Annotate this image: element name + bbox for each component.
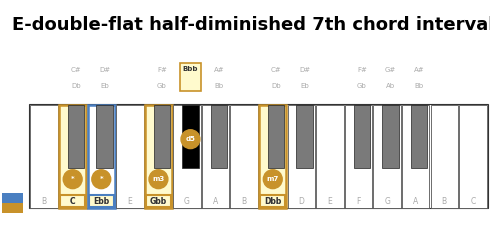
Bar [411, 105, 427, 168]
Bar [288, 105, 315, 208]
Text: A#: A# [414, 68, 424, 73]
Text: C#: C# [271, 68, 282, 73]
Circle shape [63, 170, 82, 189]
Bar [30, 105, 58, 208]
Text: Gb: Gb [357, 83, 367, 89]
Text: B: B [42, 197, 47, 206]
Text: B: B [441, 197, 447, 206]
Text: F: F [356, 197, 361, 206]
Text: Bbb: Bbb [183, 66, 198, 72]
Text: E: E [127, 197, 132, 206]
Text: Ab: Ab [386, 83, 395, 89]
Bar [354, 105, 370, 168]
Text: Ebb: Ebb [94, 197, 108, 206]
Circle shape [149, 170, 168, 189]
Text: Bb: Bb [215, 83, 223, 89]
Text: Ebb: Ebb [93, 197, 109, 206]
Bar [146, 195, 171, 207]
Text: D: D [298, 197, 304, 206]
Text: A#: A# [214, 68, 224, 73]
Text: G: G [184, 197, 190, 206]
Text: Db: Db [72, 83, 81, 89]
Text: A: A [213, 197, 218, 206]
Text: Eb: Eb [300, 83, 309, 89]
Circle shape [263, 170, 282, 189]
Text: G: G [384, 197, 390, 206]
Text: D#: D# [299, 68, 310, 73]
Text: m7: m7 [267, 176, 279, 182]
Bar [345, 105, 372, 208]
Bar [173, 105, 201, 208]
Text: basicmusictheory.com: basicmusictheory.com [10, 75, 15, 141]
Text: Gbb: Gbb [150, 197, 167, 206]
Bar [230, 105, 258, 208]
Text: C: C [70, 197, 75, 206]
Text: m3: m3 [152, 176, 165, 182]
Bar [59, 105, 86, 208]
Text: E-double-flat half-diminished 7th chord intervals: E-double-flat half-diminished 7th chord … [12, 16, 490, 34]
Text: F#: F# [157, 68, 167, 73]
Text: Bb: Bb [415, 83, 424, 89]
Bar [202, 105, 229, 208]
Bar [59, 203, 86, 208]
Text: d5: d5 [186, 136, 196, 142]
FancyBboxPatch shape [179, 63, 201, 91]
Bar [296, 105, 313, 168]
Bar [382, 105, 399, 168]
Bar [88, 105, 115, 208]
Bar [211, 105, 227, 168]
Circle shape [181, 130, 200, 149]
Text: Eb: Eb [100, 83, 109, 89]
Text: D#: D# [99, 68, 110, 73]
Text: Dbb: Dbb [264, 197, 281, 206]
Bar [60, 195, 85, 207]
Text: Gbb: Gbb [150, 197, 166, 206]
Text: A: A [413, 197, 418, 206]
Text: C: C [70, 197, 75, 206]
Bar [29, 104, 488, 208]
Bar [68, 105, 84, 168]
Bar [373, 105, 401, 208]
Text: *: * [71, 176, 74, 182]
Text: F#: F# [357, 68, 367, 73]
Text: E: E [327, 197, 332, 206]
Bar [402, 105, 429, 208]
Text: C#: C# [71, 68, 81, 73]
Bar [89, 195, 114, 207]
Text: G#: G# [385, 68, 396, 73]
Bar [459, 105, 487, 208]
Bar [116, 105, 144, 208]
Text: Dbb: Dbb [265, 197, 281, 206]
Bar [145, 105, 172, 208]
Text: Db: Db [271, 83, 281, 89]
Bar [97, 105, 113, 168]
Bar [268, 105, 285, 168]
Text: B: B [242, 197, 247, 206]
Text: Gb: Gb [157, 83, 167, 89]
Bar [153, 105, 170, 168]
Bar [316, 105, 343, 208]
Bar [182, 105, 199, 168]
Bar [2, 203, 23, 213]
Bar [259, 105, 287, 208]
Text: *: * [99, 176, 103, 182]
Text: C: C [470, 197, 475, 206]
Circle shape [92, 170, 111, 189]
Bar [431, 105, 458, 208]
Bar [2, 193, 23, 202]
Bar [260, 195, 285, 207]
